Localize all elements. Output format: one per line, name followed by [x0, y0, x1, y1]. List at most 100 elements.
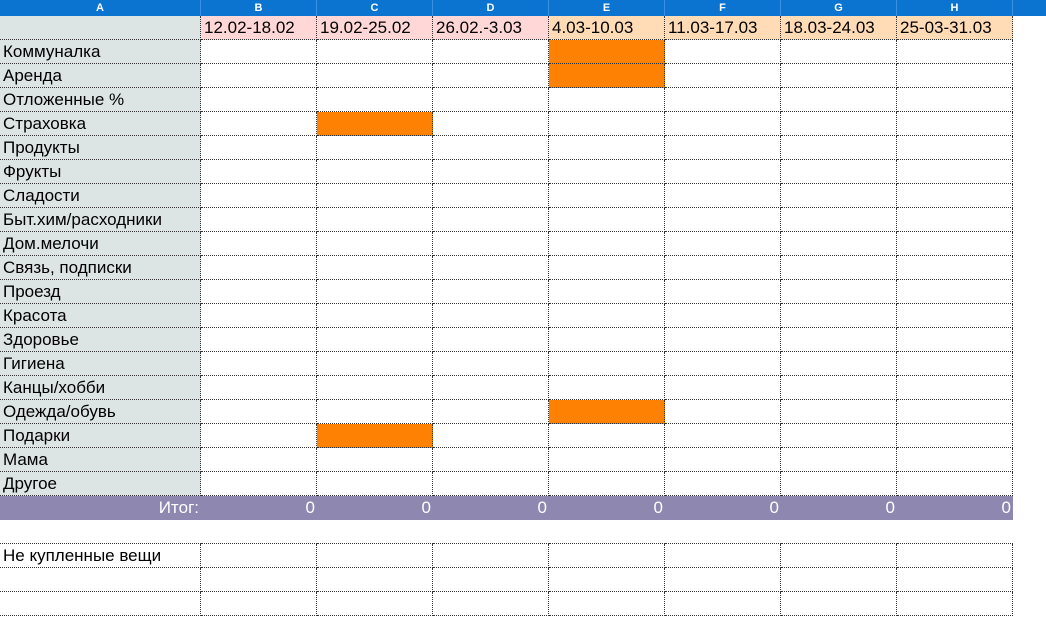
category-label[interactable]: Продукты — [0, 136, 201, 160]
data-cell[interactable] — [433, 328, 549, 352]
data-cell[interactable] — [665, 64, 781, 88]
empty-cell[interactable] — [665, 568, 781, 592]
data-cell[interactable] — [549, 352, 665, 376]
data-cell[interactable] — [665, 208, 781, 232]
data-cell[interactable] — [897, 376, 1013, 400]
data-cell[interactable] — [781, 400, 897, 424]
total-value[interactable]: 0 — [317, 496, 433, 520]
date-header-cell[interactable]: 19.02-25.02 — [317, 16, 433, 40]
total-value[interactable]: 0 — [781, 496, 897, 520]
data-cell[interactable] — [549, 64, 665, 88]
empty-cell[interactable] — [201, 592, 317, 616]
data-cell[interactable] — [549, 184, 665, 208]
data-cell[interactable] — [897, 184, 1013, 208]
data-cell[interactable] — [201, 112, 317, 136]
total-value[interactable]: 0 — [665, 496, 781, 520]
data-cell[interactable] — [201, 88, 317, 112]
data-cell[interactable] — [317, 136, 433, 160]
data-cell[interactable] — [317, 280, 433, 304]
date-header-cell[interactable]: 25-03-31.03 — [897, 16, 1013, 40]
data-cell[interactable] — [201, 352, 317, 376]
empty-cell[interactable] — [201, 544, 317, 568]
data-cell[interactable] — [549, 448, 665, 472]
column-header-a[interactable]: A — [0, 0, 201, 16]
unbought-label[interactable]: Не купленные вещи — [0, 544, 201, 568]
empty-cell[interactable] — [781, 568, 897, 592]
empty-cell[interactable] — [549, 568, 665, 592]
category-label[interactable]: Проезд — [0, 280, 201, 304]
data-cell[interactable] — [201, 208, 317, 232]
empty-cell[interactable] — [665, 544, 781, 568]
data-cell[interactable] — [665, 88, 781, 112]
data-cell[interactable] — [201, 472, 317, 496]
data-cell[interactable] — [201, 448, 317, 472]
data-cell[interactable] — [897, 304, 1013, 328]
data-cell[interactable] — [433, 304, 549, 328]
data-cell[interactable] — [317, 376, 433, 400]
category-label[interactable]: Коммуналка — [0, 40, 201, 64]
data-cell[interactable] — [781, 160, 897, 184]
empty-cell[interactable] — [665, 520, 781, 544]
data-cell[interactable] — [781, 352, 897, 376]
data-cell[interactable] — [665, 304, 781, 328]
category-label[interactable]: Сладости — [0, 184, 201, 208]
data-cell[interactable] — [897, 112, 1013, 136]
data-cell[interactable] — [897, 352, 1013, 376]
category-label[interactable]: Канцы/хобби — [0, 376, 201, 400]
total-label[interactable]: Итог: — [0, 496, 201, 520]
data-cell[interactable] — [549, 280, 665, 304]
data-cell[interactable] — [665, 232, 781, 256]
data-cell[interactable] — [433, 400, 549, 424]
data-cell[interactable] — [549, 160, 665, 184]
data-cell[interactable] — [549, 400, 665, 424]
data-cell[interactable] — [317, 208, 433, 232]
data-cell[interactable] — [781, 136, 897, 160]
empty-cell[interactable] — [549, 592, 665, 616]
data-cell[interactable] — [897, 40, 1013, 64]
category-label[interactable]: Быт.хим/расходники — [0, 208, 201, 232]
total-value[interactable]: 0 — [549, 496, 665, 520]
empty-cell[interactable] — [897, 568, 1013, 592]
data-cell[interactable] — [665, 160, 781, 184]
data-cell[interactable] — [897, 208, 1013, 232]
data-cell[interactable] — [665, 400, 781, 424]
data-cell[interactable] — [665, 328, 781, 352]
data-cell[interactable] — [317, 256, 433, 280]
empty-cell[interactable] — [317, 544, 433, 568]
data-cell[interactable] — [433, 184, 549, 208]
data-cell[interactable] — [549, 208, 665, 232]
empty-cell[interactable] — [317, 520, 433, 544]
category-label[interactable]: Одежда/обувь — [0, 400, 201, 424]
data-cell[interactable] — [201, 424, 317, 448]
empty-cell[interactable] — [0, 568, 201, 592]
data-cell[interactable] — [549, 232, 665, 256]
date-header-cell[interactable]: 26.02.-3.03 — [433, 16, 549, 40]
data-cell[interactable] — [317, 184, 433, 208]
empty-cell[interactable] — [433, 592, 549, 616]
column-header-d[interactable]: D — [433, 0, 549, 16]
data-cell[interactable] — [433, 112, 549, 136]
data-cell[interactable] — [433, 40, 549, 64]
data-cell[interactable] — [433, 136, 549, 160]
data-cell[interactable] — [433, 232, 549, 256]
data-cell[interactable] — [549, 472, 665, 496]
data-cell[interactable] — [433, 424, 549, 448]
date-header-cell[interactable]: 12.02-18.02 — [201, 16, 317, 40]
empty-cell[interactable] — [433, 520, 549, 544]
empty-cell[interactable] — [433, 568, 549, 592]
data-cell[interactable] — [201, 40, 317, 64]
data-cell[interactable] — [781, 280, 897, 304]
data-cell[interactable] — [433, 448, 549, 472]
data-cell[interactable] — [665, 136, 781, 160]
column-header-g[interactable]: G — [781, 0, 897, 16]
data-cell[interactable] — [317, 472, 433, 496]
data-cell[interactable] — [317, 88, 433, 112]
data-cell[interactable] — [549, 136, 665, 160]
data-cell[interactable] — [897, 472, 1013, 496]
category-label[interactable]: Здоровье — [0, 328, 201, 352]
data-cell[interactable] — [781, 328, 897, 352]
date-header-cell[interactable]: 4.03-10.03 — [549, 16, 665, 40]
column-header-e[interactable]: E — [549, 0, 665, 16]
category-label[interactable]: Красота — [0, 304, 201, 328]
cell-a1[interactable] — [0, 16, 201, 40]
